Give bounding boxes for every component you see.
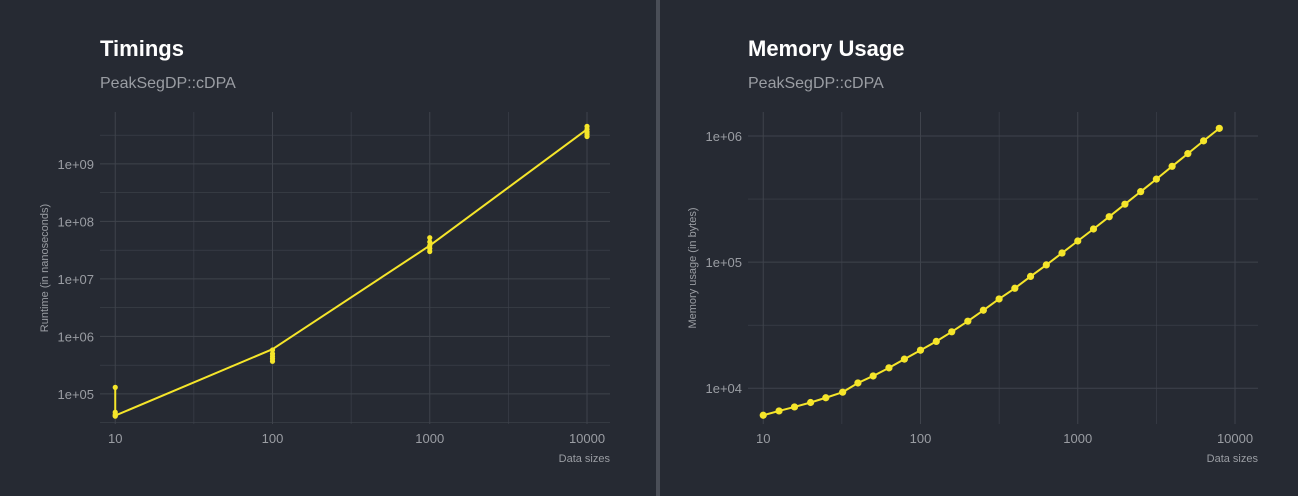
- x-tick-label: 10000: [569, 431, 605, 446]
- data-point: [979, 306, 987, 314]
- data-point: [1026, 272, 1035, 281]
- data-point: [427, 235, 433, 241]
- x-tick-labels: 10 100 1000 10000: [756, 431, 1253, 446]
- data-point: [1121, 200, 1129, 208]
- y-tick-label: 1e+06: [705, 129, 742, 144]
- y-tick-label: 1e+09: [57, 157, 94, 172]
- data-point: [869, 372, 877, 380]
- y-tick-label: 1e+05: [705, 255, 742, 270]
- series-polyline: [114, 128, 588, 417]
- data-point: [427, 239, 433, 245]
- data-point: [1184, 150, 1192, 158]
- x-axis-label: Data sizes: [1207, 453, 1259, 465]
- x-tick-label: 100: [910, 431, 932, 446]
- data-points: [759, 124, 1223, 419]
- x-axis-label: Data sizes: [559, 453, 611, 465]
- y-tick-label: 1e+04: [705, 381, 742, 396]
- data-point: [995, 295, 1003, 303]
- series-polyline: [762, 127, 1220, 417]
- data-point: [1089, 225, 1098, 233]
- y-tick-label: 1e+07: [57, 272, 94, 287]
- data-point: [1199, 137, 1208, 145]
- data-point: [885, 364, 893, 372]
- data-point: [427, 248, 433, 255]
- gridlines: [100, 112, 610, 424]
- x-tick-label: 100: [262, 431, 284, 446]
- x-tick-label: 10: [756, 431, 770, 446]
- chart-subtitle: PeakSegDP::cDPA: [100, 75, 236, 92]
- data-point: [964, 317, 972, 325]
- panel-divider: [656, 0, 660, 496]
- chart-title: Timings: [100, 36, 184, 61]
- chart-subtitle: PeakSegDP::cDPA: [748, 75, 884, 92]
- data-point: [584, 133, 590, 140]
- data-point: [854, 379, 862, 387]
- gridlines: [748, 112, 1258, 424]
- x-tick-label: 10000: [1217, 431, 1253, 446]
- data-point: [806, 398, 815, 407]
- data-point: [775, 407, 783, 415]
- timings-panel: Timings PeakSegDP::cDPA 10 100 1000 10000 1…: [39, 36, 611, 465]
- data-point: [900, 355, 909, 363]
- data-point: [1168, 162, 1176, 170]
- data-point: [822, 394, 830, 402]
- data-point: [269, 347, 276, 353]
- y-axis-label: Memory usage (in bytes): [687, 207, 699, 328]
- data-point: [1137, 188, 1145, 196]
- y-tick-labels: 1e+05 1e+06 1e+07 1e+08 1e+09: [57, 157, 94, 402]
- data-point: [269, 358, 276, 364]
- x-tick-label: 1000: [415, 431, 444, 446]
- data-point: [1011, 284, 1019, 292]
- data-point: [1074, 237, 1082, 245]
- y-tick-label: 1e+05: [57, 387, 94, 402]
- series-line: [762, 127, 1220, 417]
- data-point: [932, 337, 940, 345]
- y-tick-labels: 1e+04 1e+05 1e+06: [705, 129, 742, 396]
- data-point: [839, 388, 847, 396]
- x-tick-label: 10: [108, 431, 122, 446]
- y-tick-label: 1e+06: [57, 329, 94, 344]
- data-point: [1042, 261, 1050, 269]
- data-point: [1215, 124, 1223, 132]
- data-point: [916, 346, 925, 354]
- chart-title: Memory Usage: [748, 36, 905, 61]
- data-point: [112, 413, 118, 419]
- x-tick-labels: 10 100 1000 10000: [108, 431, 605, 446]
- y-tick-label: 1e+08: [57, 214, 94, 229]
- data-point: [1058, 249, 1066, 257]
- data-point: [1105, 213, 1113, 221]
- x-tick-label: 1000: [1063, 431, 1092, 446]
- data-point: [790, 403, 799, 411]
- data-point: [948, 328, 956, 336]
- y-axis-label: Runtime (in nanoseconds): [39, 204, 51, 332]
- data-point: [759, 411, 767, 419]
- timings-plot: 10 100 1000 10000 1e+05 1e+06 1e+07 1e+08 1e+09…: [39, 112, 611, 465]
- memory-panel: Memory Usage PeakSegDP::cDPA 10 100 1000 10…: [660, 0, 1298, 496]
- memory-plot: 10 100 1000 10000 1e+04 1e+05 1e+06 Data size…: [687, 112, 1259, 465]
- data-point: [1152, 175, 1160, 183]
- data-points: [112, 123, 590, 419]
- data-point: [112, 384, 118, 390]
